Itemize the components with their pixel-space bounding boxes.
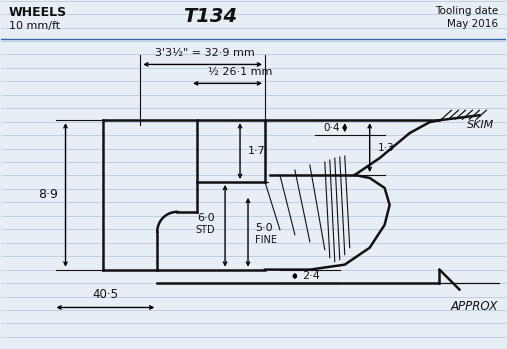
Text: ½ 26·1 mm: ½ 26·1 mm (208, 67, 272, 77)
Text: 8·9: 8·9 (38, 188, 57, 201)
Text: 6·0: 6·0 (198, 213, 215, 223)
Text: SKIM: SKIM (467, 120, 495, 130)
Text: 0·4: 0·4 (323, 123, 340, 133)
Text: 1·7: 1·7 (248, 146, 266, 156)
Text: 40·5: 40·5 (92, 289, 119, 302)
Text: 3'3½" = 32·9 mm: 3'3½" = 32·9 mm (155, 49, 255, 59)
Text: 5·0: 5·0 (255, 223, 273, 233)
Text: APPROX: APPROX (451, 299, 498, 312)
Text: STD: STD (196, 225, 215, 235)
Text: T134: T134 (183, 7, 237, 26)
Text: 10 mm/ft: 10 mm/ft (9, 21, 60, 31)
Text: May 2016: May 2016 (447, 18, 498, 29)
Text: FINE: FINE (255, 235, 277, 245)
Text: Tooling date: Tooling date (435, 6, 498, 16)
Text: 1·3: 1·3 (378, 143, 394, 153)
Text: WHEELS: WHEELS (9, 6, 67, 19)
Text: 2·4: 2·4 (302, 271, 320, 281)
